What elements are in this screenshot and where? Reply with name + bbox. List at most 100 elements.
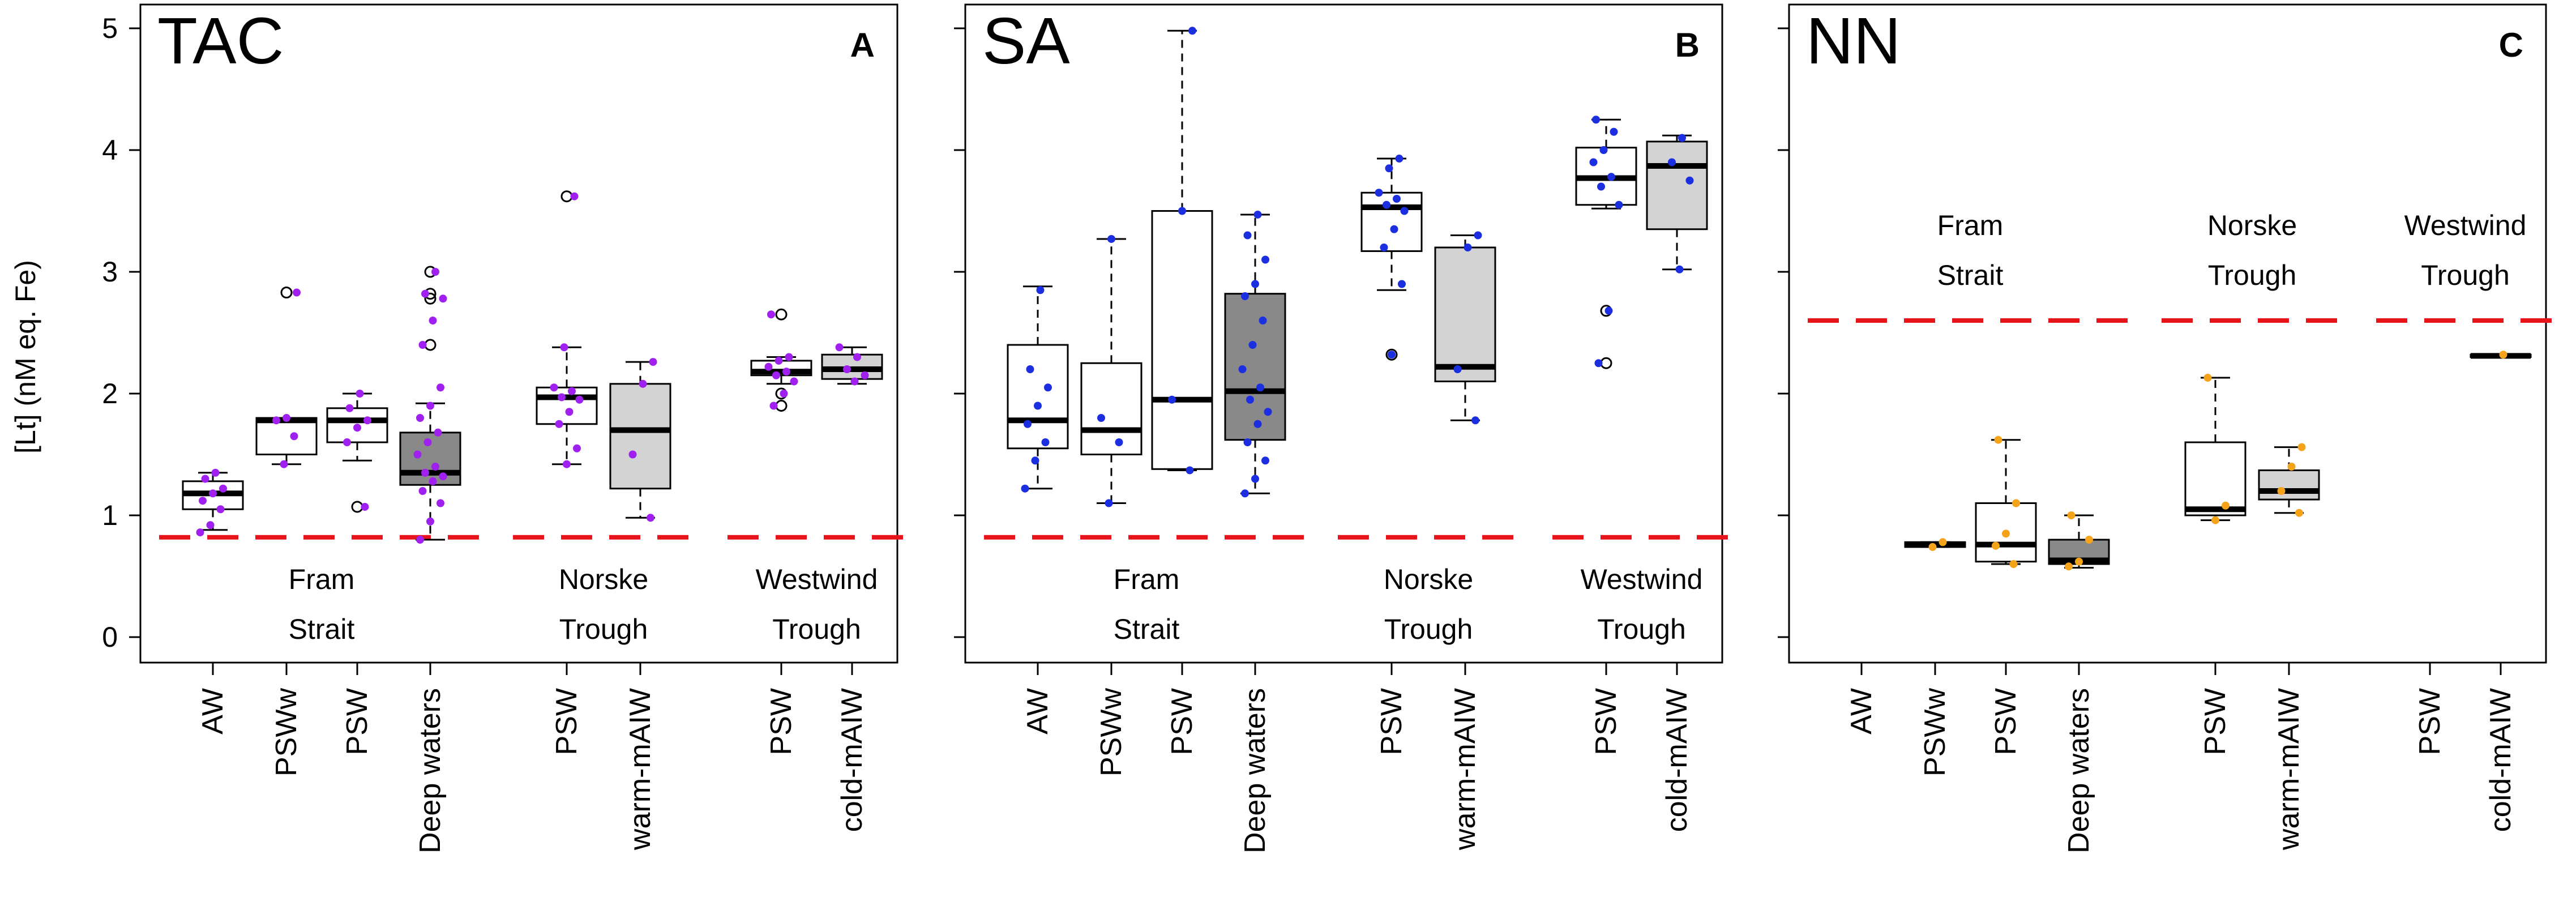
- data-point: [418, 487, 427, 495]
- data-point: [1615, 200, 1623, 209]
- data-point: [1400, 207, 1409, 215]
- box-psw: [1151, 27, 1213, 475]
- data-point: [1238, 365, 1247, 373]
- data-point: [2211, 516, 2219, 524]
- box-aw: [182, 468, 244, 537]
- data-point: [563, 460, 571, 468]
- box-deep-waters: [2048, 511, 2110, 571]
- box-body: [1646, 140, 1708, 230]
- data-point: [211, 468, 220, 477]
- box-body: [1080, 362, 1142, 455]
- data-point: [764, 362, 773, 371]
- y-tick-label: 5: [102, 12, 118, 44]
- data-point: [290, 432, 298, 441]
- panel-title: TAC: [157, 4, 284, 78]
- data-point: [1044, 383, 1052, 392]
- data-point: [1675, 265, 1684, 274]
- data-point: [558, 393, 566, 402]
- box-psw: [1975, 435, 2037, 568]
- data-point: [2295, 509, 2303, 517]
- y-axis-label-group: [Lt] (nM eq. Fe): [10, 260, 41, 454]
- data-point: [421, 468, 429, 477]
- data-point: [647, 514, 654, 522]
- data-point: [2499, 351, 2507, 359]
- data-point: [767, 310, 775, 319]
- data-point: [573, 444, 581, 452]
- panel-sa: SA B AW PSWw PSW Deep waters PSW warm-mAIW PSW co…: [954, 3, 1731, 853]
- region-label: Strait: [1937, 259, 2004, 291]
- x-tick-label: AW: [1021, 688, 1054, 735]
- data-point: [1024, 420, 1032, 428]
- panel-letter: C: [2499, 26, 2523, 64]
- region-label: Norske: [1384, 563, 1473, 595]
- data-point: [429, 317, 437, 324]
- region-label: Trough: [1597, 613, 1686, 645]
- region-label: Norske: [2207, 210, 2297, 241]
- data-point: [1105, 499, 1113, 507]
- data-point: [1678, 134, 1686, 142]
- data-point: [1610, 127, 1618, 136]
- box-psw: [536, 190, 598, 468]
- data-point: [1668, 158, 1676, 166]
- data-point: [416, 536, 424, 544]
- box-body: [1360, 191, 1423, 252]
- outlier-point: [424, 292, 437, 305]
- data-point: [272, 416, 280, 425]
- box-psw: [1360, 155, 1423, 361]
- box-deep-waters: [399, 266, 461, 544]
- x-tick-label: Deep waters: [414, 688, 447, 853]
- panel-letter: B: [1675, 26, 1700, 64]
- box-warm-maiw: [609, 358, 671, 522]
- data-point: [1026, 365, 1034, 373]
- data-point: [785, 353, 793, 361]
- data-point: [1115, 438, 1123, 446]
- plot-frame: [1788, 3, 2547, 664]
- region-label: Trough: [2421, 259, 2510, 291]
- data-point: [1474, 231, 1482, 240]
- data-point: [628, 450, 637, 459]
- data-point: [216, 505, 225, 514]
- box-body: [2184, 441, 2246, 516]
- region-label: Westwind: [2404, 210, 2527, 241]
- data-point: [853, 353, 861, 361]
- data-point: [1607, 173, 1615, 181]
- data-point: [2287, 463, 2296, 471]
- data-point: [560, 343, 568, 352]
- data-point: [201, 475, 209, 483]
- box-psww: [255, 287, 318, 468]
- data-point: [1036, 286, 1045, 294]
- x-tick-label: PSWw: [1095, 688, 1128, 776]
- data-point: [426, 402, 434, 410]
- data-point: [1594, 359, 1603, 368]
- data-point: [418, 341, 427, 349]
- data-point: [429, 477, 437, 485]
- box-cold-maiw: [821, 343, 883, 386]
- data-point: [1380, 244, 1388, 251]
- data-point: [1928, 543, 1937, 551]
- data-point: [219, 484, 227, 493]
- panel-title: NN: [1806, 4, 1901, 78]
- data-point: [1471, 416, 1479, 425]
- data-point: [426, 517, 434, 526]
- data-point: [782, 368, 790, 376]
- data-point: [345, 404, 354, 412]
- region-label: Trough: [772, 613, 861, 645]
- x-tick-label: PSW: [1590, 688, 1623, 755]
- data-point: [1241, 489, 1249, 498]
- box-body: [1434, 246, 1496, 382]
- data-point: [363, 416, 371, 425]
- data-point: [1031, 456, 1039, 465]
- data-point: [772, 371, 780, 379]
- x-tick-label: AW: [196, 688, 229, 735]
- data-point: [575, 395, 584, 404]
- data-point: [835, 343, 844, 352]
- data-point: [2085, 536, 2093, 544]
- x-tick-label: Deep waters: [2062, 688, 2095, 853]
- data-point: [2009, 560, 2018, 568]
- plot-frame: [139, 3, 898, 664]
- box-psw: [2184, 374, 2246, 524]
- data-point: [437, 383, 444, 392]
- data-point: [1251, 280, 1259, 288]
- data-point: [1939, 538, 1947, 546]
